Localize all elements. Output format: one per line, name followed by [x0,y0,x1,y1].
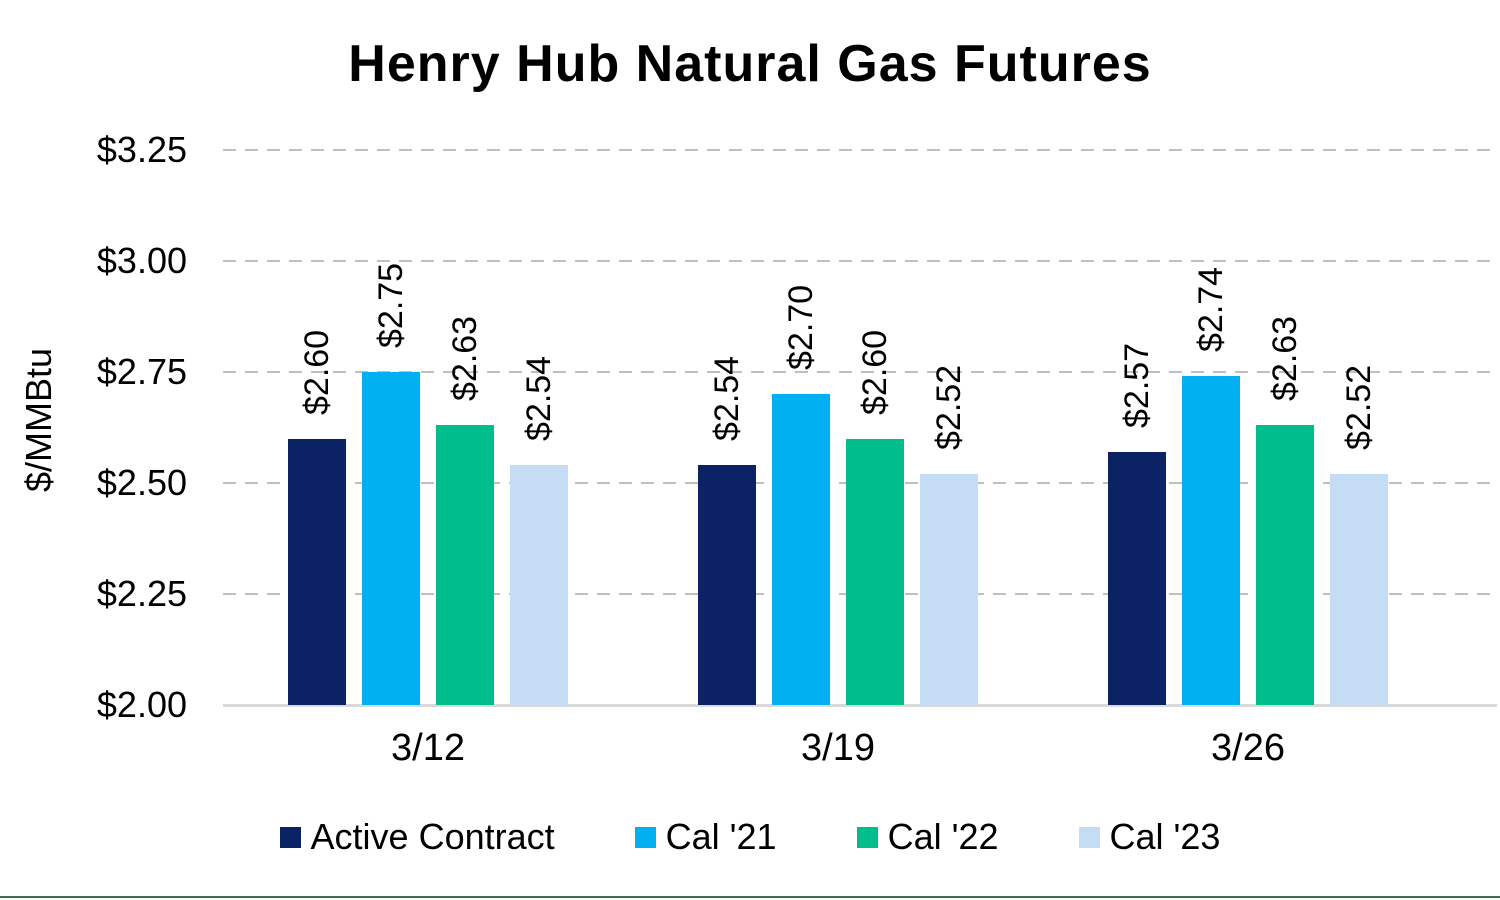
bar-value-label: $2.54 [708,356,746,442]
bar [1108,451,1166,705]
bar-value-label: $2.63 [446,316,484,402]
bar-value-label: $2.74 [1192,267,1230,353]
bar-value-label: $2.52 [930,365,968,451]
gridline [223,371,1497,373]
bar-value-label: $2.63 [1266,316,1304,402]
bar-value-label: $2.75 [372,262,410,348]
bar [920,474,978,705]
legend-item: Cal '22 [856,816,999,858]
gridline [223,149,1497,151]
bar [772,394,830,705]
legend-label: Cal '23 [1109,816,1221,857]
x-category-label: 3/19 [801,727,875,769]
legend-label: Cal '21 [665,816,777,857]
chart-title: Henry Hub Natural Gas Futures [348,35,1152,93]
bar [1256,425,1314,705]
bar-value-label: $2.54 [520,356,558,442]
y-tick-label: $2.75 [96,351,187,392]
y-tick-label: $3.00 [96,240,187,281]
y-tick-label: $3.25 [96,129,187,170]
bar-value-label: $2.57 [1118,342,1156,428]
legend: Active Contract Cal '21 Cal '22 Cal '23 [0,816,1500,858]
legend-swatch-icon [279,826,301,848]
x-axis-line [223,704,1497,707]
legend-item: Cal '21 [634,816,777,858]
y-axis-label: $/MMBtu [18,347,59,493]
bar [1330,474,1388,705]
gridline [223,260,1497,262]
y-tick-label: $2.50 [96,462,187,503]
bar [436,425,494,705]
x-category-label: 3/26 [1211,727,1285,769]
bar-value-label: $2.60 [298,329,336,415]
y-tick-label: $2.00 [96,684,187,725]
legend-item: Active Contract [279,816,555,858]
bar-value-label: $2.60 [856,329,894,415]
y-tick-label: $2.25 [96,573,187,614]
legend-swatch-icon [856,826,878,848]
bar [288,438,346,705]
bar [698,465,756,705]
bar [846,438,904,705]
legend-item: Cal '23 [1078,816,1221,858]
legend-swatch-icon [1078,826,1100,848]
bottom-border-line [0,896,1500,898]
legend-label: Cal '22 [887,816,999,857]
plot-area: $2.60 $2.54 $2.57 $2.75 $2.70 $2.74 $2.63 $2.60… [223,149,1497,707]
bar [510,465,568,705]
x-category-label: 3/12 [391,727,465,769]
bar [1182,376,1240,705]
legend-swatch-icon [634,826,656,848]
bar [362,372,420,705]
bar-value-label: $2.70 [782,285,820,371]
bar-value-label: $2.52 [1340,365,1378,451]
legend-label: Active Contract [310,816,555,857]
